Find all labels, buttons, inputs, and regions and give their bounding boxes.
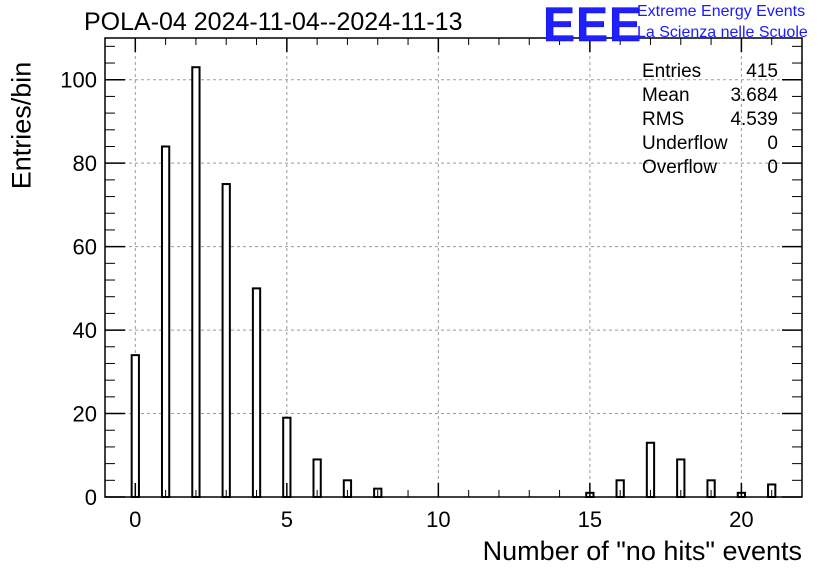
stats-label: Mean [642,85,690,106]
y-tick-label: 0 [85,485,97,510]
y-tick-label: 60 [73,235,97,260]
axes [104,37,803,498]
y-tick-label: 100 [60,68,97,93]
stats-row-mean: Mean 3.684 [642,84,778,108]
x-axis-label: Number of "no hits" events [482,536,802,566]
plot-frame [104,37,803,498]
tick-labels: 0 5 10 15 20 0 20 40 60 80 100 [60,68,753,532]
stats-box: Entries 415 Mean 3.684 RMS 4.539 Underfl… [642,60,778,180]
chart-title: POLA-04 2024-11-04--2024-11-13 [84,8,463,36]
stats-row-entries: Entries 415 [642,60,778,84]
y-tick-label: 40 [73,318,97,343]
bar [645,441,656,498]
bar [160,145,171,498]
stats-label: Entries [642,61,702,82]
stats-row-underflow: Underflow 0 [642,132,778,156]
stats-value: 0 [767,157,778,178]
y-tick-label: 20 [73,402,97,427]
stats-value: 3.684 [730,85,778,106]
stats-value: 4.539 [730,109,778,130]
stats-row-rms: RMS 4.539 [642,108,778,132]
ticks [104,38,803,498]
x-tick-label: 20 [729,507,753,532]
x-tick-label: 5 [281,507,293,532]
bar [130,354,140,498]
bar [221,183,231,499]
x-tick-label: 15 [578,507,602,532]
bars [130,66,777,499]
stats-label: Overflow [642,157,717,178]
eee-logo: EEE [543,0,643,52]
stats-value: 0 [767,133,778,154]
bar [191,66,201,499]
stats-label: RMS [642,109,685,130]
stats-value: 415 [746,61,778,82]
stats-row-overflow: Overflow 0 [642,156,778,180]
y-tick-label: 80 [73,151,97,176]
grid [105,38,802,497]
x-tick-label: 10 [426,507,450,532]
stats-label: Underflow [642,133,728,154]
logo-text-line2: La Scienza nelle Scuole [637,24,808,41]
y-axis-label: Entries/bin [6,61,37,190]
bar [251,287,262,499]
x-tick-label: 0 [129,507,141,532]
logo-text-line1: Extreme Energy Events [637,3,806,20]
